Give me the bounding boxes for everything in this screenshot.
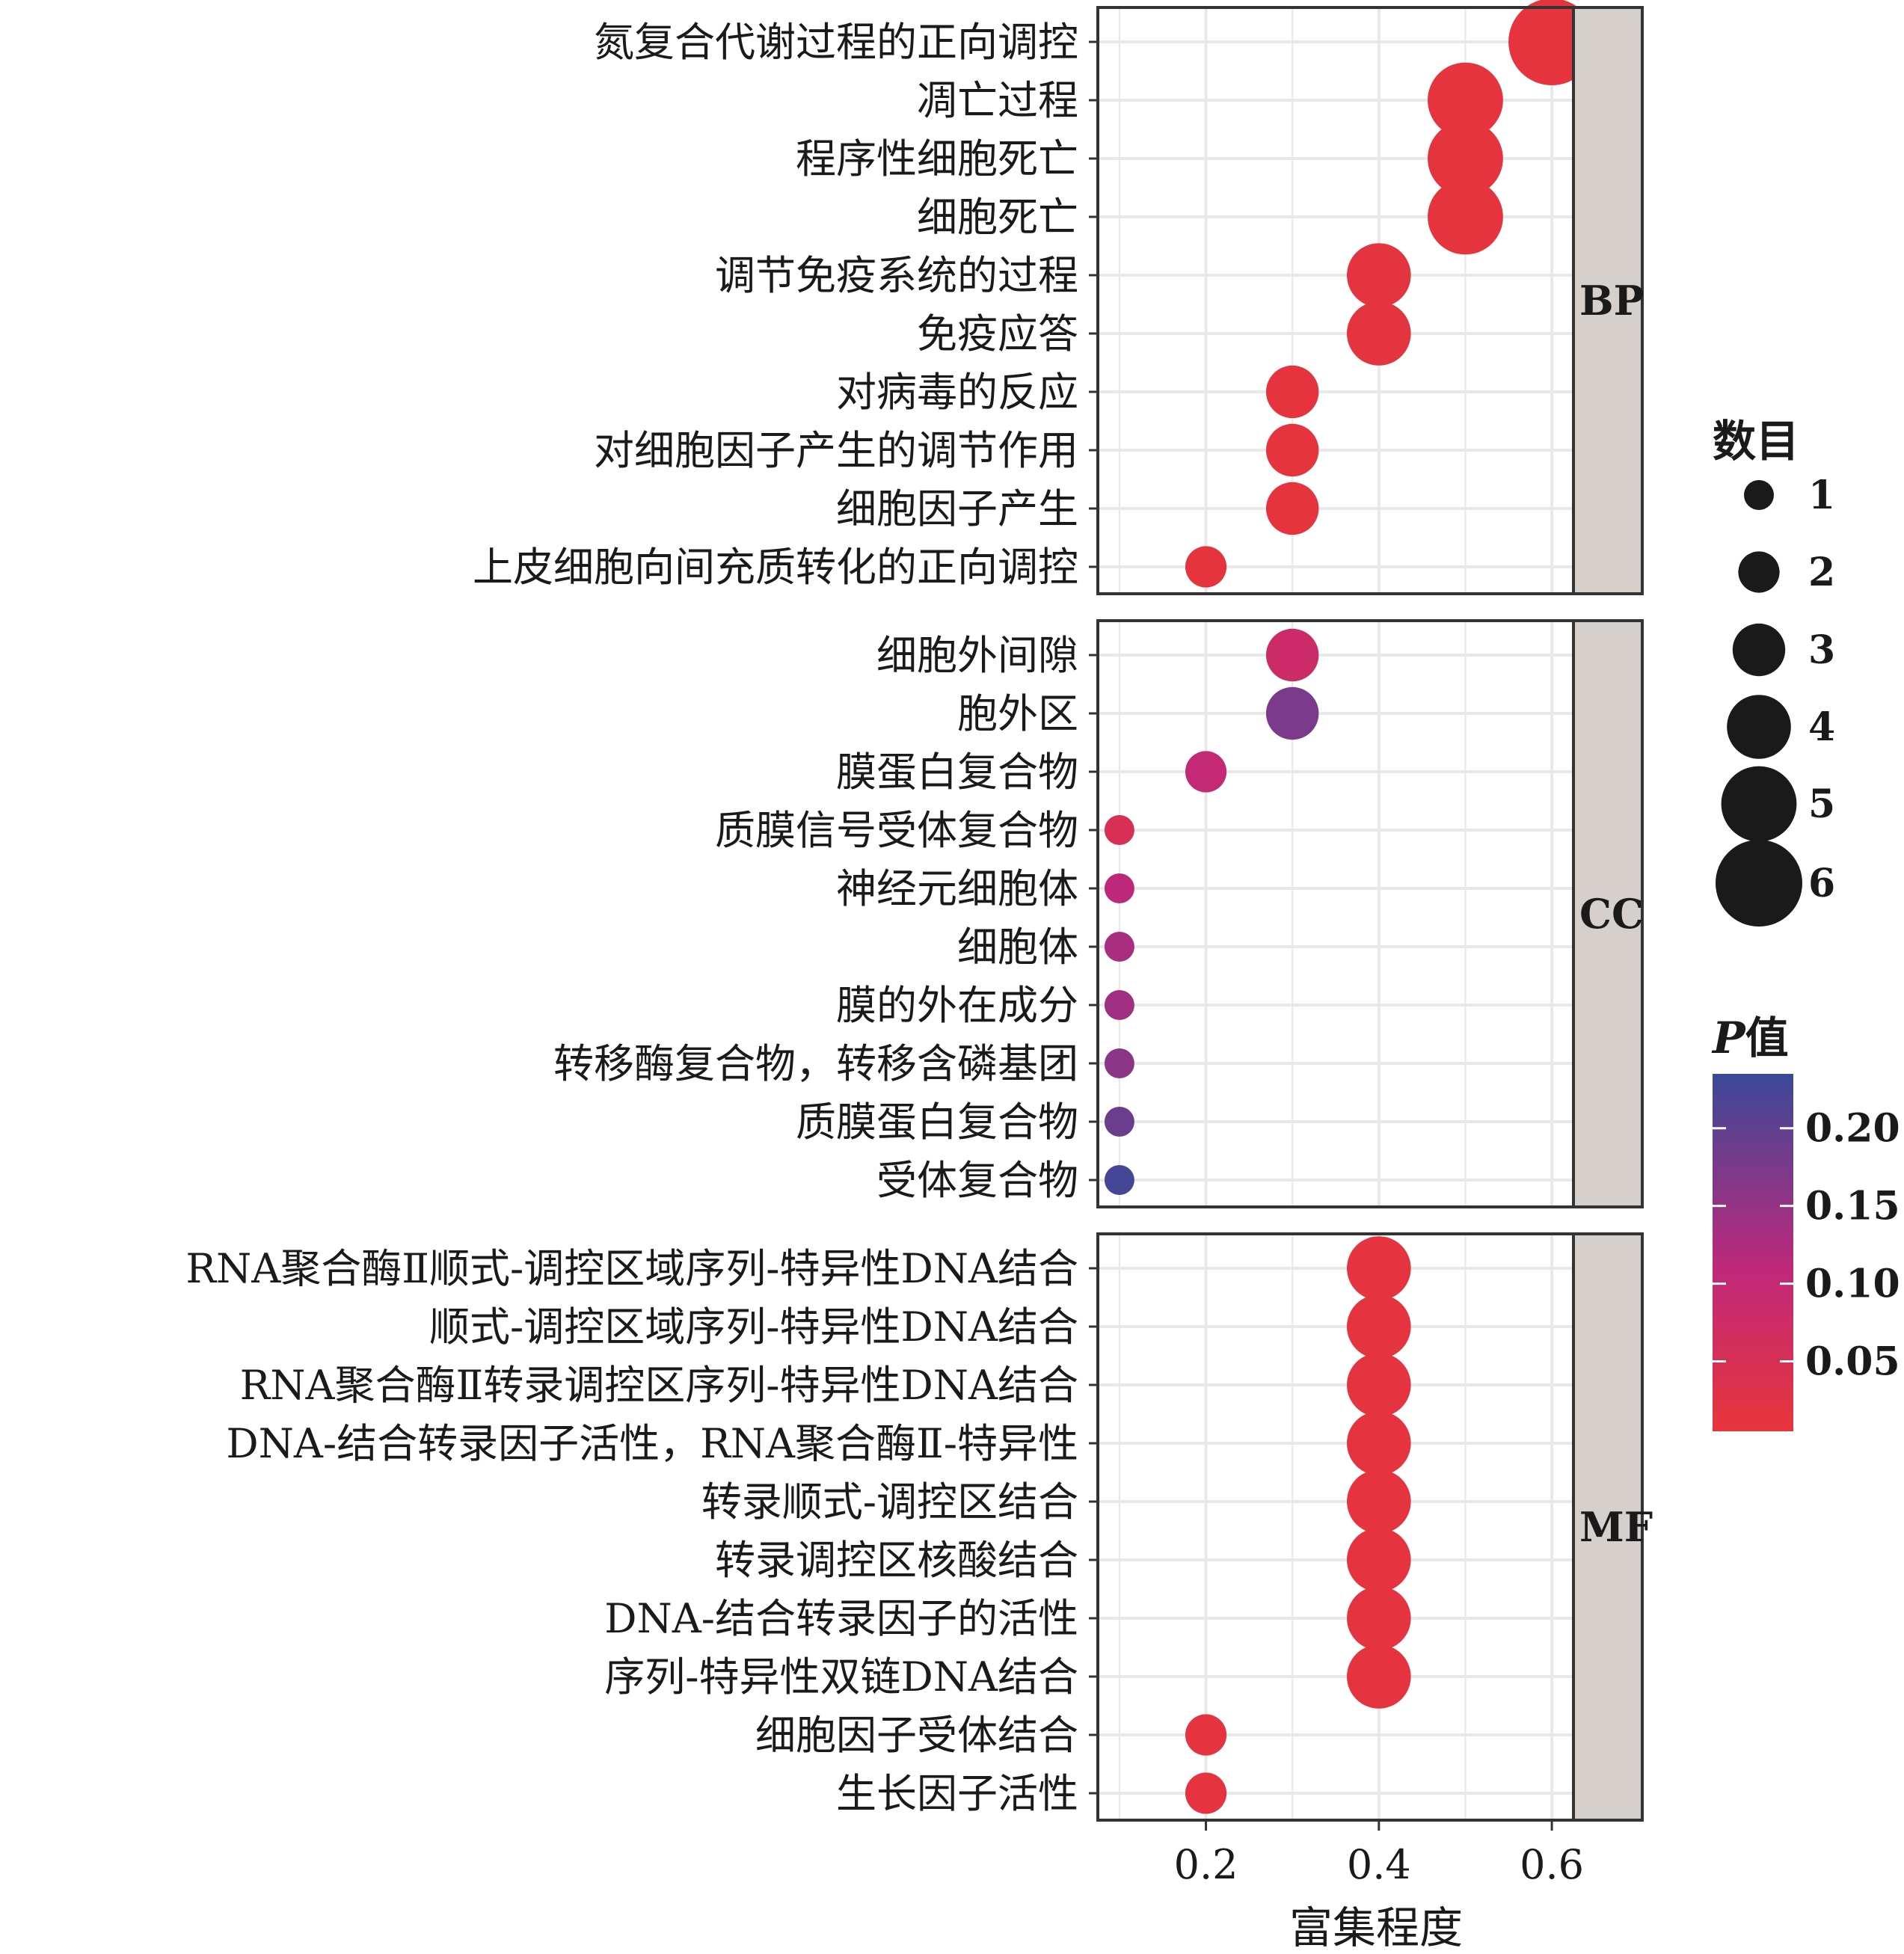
data-point — [1347, 1469, 1411, 1534]
panel-background — [1098, 1234, 1573, 1820]
data-point — [1428, 62, 1503, 138]
facet-strip — [1572, 619, 1644, 1208]
size-legend-label: 4 — [1808, 704, 1835, 750]
term-label: DNA-结合转录因子活性，RNA聚合酶Ⅱ-特异性 — [226, 1420, 1078, 1467]
term-label: 神经元细胞体 — [836, 865, 1078, 912]
data-point — [1265, 686, 1319, 740]
data-point — [1185, 546, 1227, 588]
data-point — [1104, 873, 1134, 903]
size-legend-key — [1744, 480, 1774, 510]
data-point — [1347, 1411, 1411, 1475]
term-label: 调节免疫系统的过程 — [715, 252, 1078, 299]
size-legend-key — [1738, 551, 1780, 593]
x-tick-label: 0.6 — [1520, 1841, 1584, 1888]
size-legend-label: 6 — [1808, 861, 1835, 906]
x-axis-title: 富集程度 — [1289, 1902, 1463, 1953]
facet-strip — [1572, 1232, 1644, 1822]
size-legend-key — [1732, 623, 1786, 677]
size-legend-label: 3 — [1808, 627, 1835, 673]
data-point — [1104, 1165, 1134, 1195]
color-legend-label: 0.10 — [1805, 1262, 1900, 1307]
panel-mf: RNA聚合酶Ⅱ顺式-调控区域序列-特异性DNA结合顺式-调控区域序列-特异性DN… — [185, 1232, 1653, 1822]
data-point — [1104, 1048, 1134, 1078]
panel-cc: 细胞外间隙胞外区膜蛋白复合物质膜信号受体复合物神经元细胞体细胞体膜的外在成分转移… — [553, 619, 1644, 1208]
data-point — [1347, 1644, 1411, 1709]
color-legend-bar — [1713, 1074, 1793, 1431]
facet-strip — [1572, 6, 1644, 595]
term-label: RNA聚合酶Ⅱ顺式-调控区域序列-特异性DNA结合 — [185, 1245, 1078, 1292]
size-legend-label: 1 — [1808, 473, 1835, 518]
data-point — [1347, 1294, 1411, 1359]
facet-strip-label: MF — [1579, 1503, 1653, 1551]
color-legend-label: 0.05 — [1805, 1339, 1900, 1384]
size-legend-label: 5 — [1808, 781, 1835, 827]
x-tick-label: 0.4 — [1347, 1841, 1411, 1888]
color-legend-label: 0.15 — [1805, 1184, 1900, 1229]
data-point — [1104, 990, 1134, 1020]
term-label: 细胞因子产生 — [836, 485, 1078, 532]
term-label: 对病毒的反应 — [836, 369, 1078, 416]
data-point — [1347, 301, 1411, 366]
term-label: 转录顺式-调控区结合 — [701, 1478, 1078, 1526]
term-label: 顺式-调控区域序列-特异性DNA结合 — [429, 1303, 1078, 1351]
term-label: 质膜蛋白复合物 — [796, 1099, 1078, 1146]
term-label: 细胞外间隙 — [876, 632, 1078, 679]
term-label: 质膜信号受体复合物 — [715, 807, 1078, 854]
data-point — [1428, 179, 1503, 255]
color-legend-title: P值 — [1711, 1013, 1789, 1063]
data-point — [1265, 365, 1319, 419]
data-point — [1347, 1353, 1411, 1417]
term-label: RNA聚合酶Ⅱ转录调控区序列-特异性DNA结合 — [240, 1362, 1078, 1409]
term-label: 细胞死亡 — [917, 194, 1078, 241]
data-point — [1265, 423, 1319, 477]
term-label: 对细胞因子产生的调节作用 — [594, 427, 1078, 474]
data-point — [1104, 932, 1134, 962]
data-point — [1104, 1107, 1134, 1137]
term-label: 上皮细胞向间充质转化的正向调控 — [473, 544, 1078, 591]
term-label: DNA-结合转录因子的活性 — [604, 1595, 1078, 1642]
x-axis: 0.2 0.4 0.6 — [1174, 1820, 1584, 1888]
term-label: 免疫应答 — [917, 310, 1078, 357]
size-legend-title: 数目 — [1713, 416, 1799, 467]
facet-strip-label: BP — [1579, 277, 1644, 325]
data-point — [1265, 482, 1319, 535]
term-label: 氮复合代谢过程的正向调控 — [594, 19, 1078, 66]
data-point — [1265, 628, 1319, 682]
panel-bp: 氮复合代谢过程的正向调控凋亡过程程序性细胞死亡细胞死亡调节免疫系统的过程免疫应答… — [473, 0, 1644, 595]
data-point — [1185, 1714, 1227, 1756]
term-label: 细胞因子受体结合 — [755, 1712, 1078, 1759]
term-label: 凋亡过程 — [917, 77, 1078, 124]
term-label: 细胞体 — [957, 924, 1078, 971]
size-legend-label: 2 — [1808, 550, 1835, 595]
term-label: 转录调控区核酸结合 — [715, 1537, 1078, 1584]
term-label: 程序性细胞死亡 — [796, 135, 1078, 182]
data-point — [1347, 1586, 1411, 1650]
term-label: 受体复合物 — [876, 1157, 1078, 1204]
term-label: 序列-特异性双链DNA结合 — [604, 1653, 1078, 1700]
data-point — [1347, 1528, 1411, 1592]
data-point — [1185, 1772, 1227, 1814]
term-label: 膜蛋白复合物 — [836, 749, 1078, 796]
size-legend-key — [1727, 695, 1791, 759]
facet-panels: 氮复合代谢过程的正向调控凋亡过程程序性细胞死亡细胞死亡调节免疫系统的过程免疫应答… — [185, 0, 1653, 1822]
facet-strip-label: CC — [1579, 890, 1644, 938]
color-legend: P值 0.20 0.15 0.10 0.05 — [1711, 1013, 1900, 1431]
size-legend-key — [1721, 766, 1797, 842]
term-label: 转移酶复合物，转移含磷基团 — [553, 1040, 1078, 1087]
data-point — [1428, 120, 1503, 197]
data-point — [1185, 751, 1227, 793]
color-legend-label: 0.20 — [1805, 1106, 1900, 1152]
data-point — [1347, 1236, 1411, 1300]
term-label: 胞外区 — [957, 690, 1078, 737]
x-tick-label: 0.2 — [1174, 1841, 1238, 1888]
data-point — [1347, 243, 1411, 307]
size-legend: 数目 1 2 3 4 5 6 — [1713, 416, 1835, 927]
term-label: 膜的外在成分 — [836, 982, 1078, 1029]
data-point — [1104, 815, 1134, 845]
size-legend-key — [1716, 840, 1802, 927]
panel-background — [1098, 621, 1573, 1207]
term-label: 生长因子活性 — [836, 1770, 1078, 1817]
